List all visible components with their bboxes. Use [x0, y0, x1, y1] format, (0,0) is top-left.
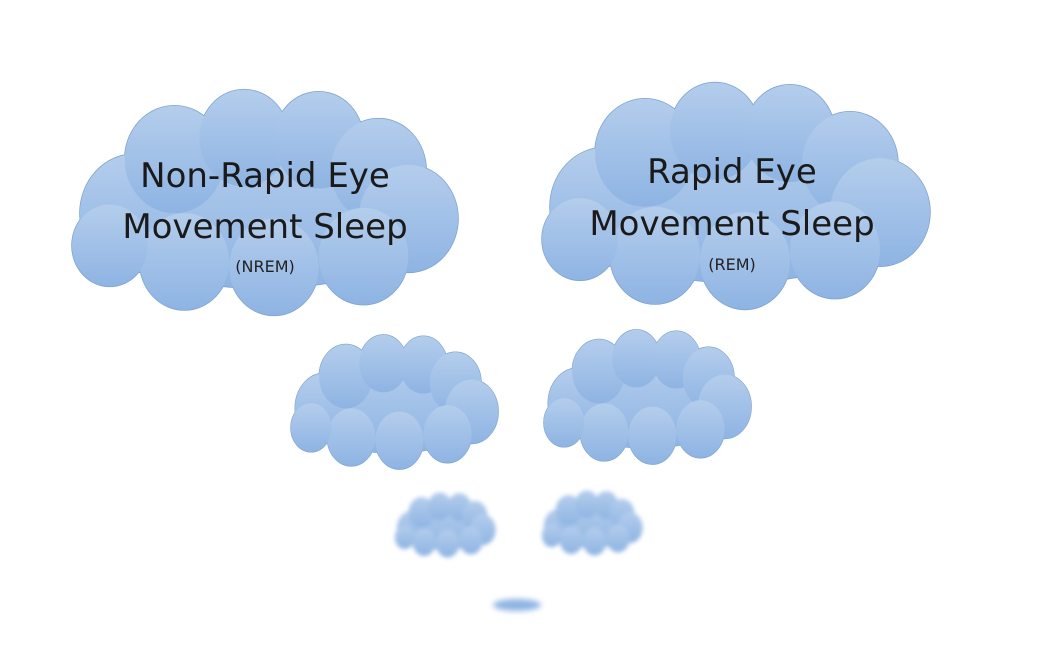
- rem-title-line1: Rapid Eye: [647, 152, 817, 192]
- thought-bubble-right-small: [541, 490, 643, 556]
- rem-abbreviation: (REM): [708, 255, 756, 274]
- thought-bubble-right-medium: [543, 329, 752, 465]
- thought-bubble-tiny: [493, 599, 541, 611]
- rem-cloud: Rapid Eye Movement Sleep (REM): [541, 81, 931, 311]
- rem-title-line2: Movement Sleep: [589, 204, 874, 244]
- nrem-title-line2: Movement Sleep: [122, 207, 407, 247]
- nrem-title-line1: Non-Rapid Eye: [140, 156, 390, 196]
- nrem-abbreviation: (NREM): [235, 257, 294, 276]
- thought-bubble-left-medium: [290, 334, 499, 470]
- nrem-cloud: Non-Rapid Eye Movement Sleep (NREM): [71, 88, 459, 317]
- thought-bubble-left-small: [394, 492, 496, 558]
